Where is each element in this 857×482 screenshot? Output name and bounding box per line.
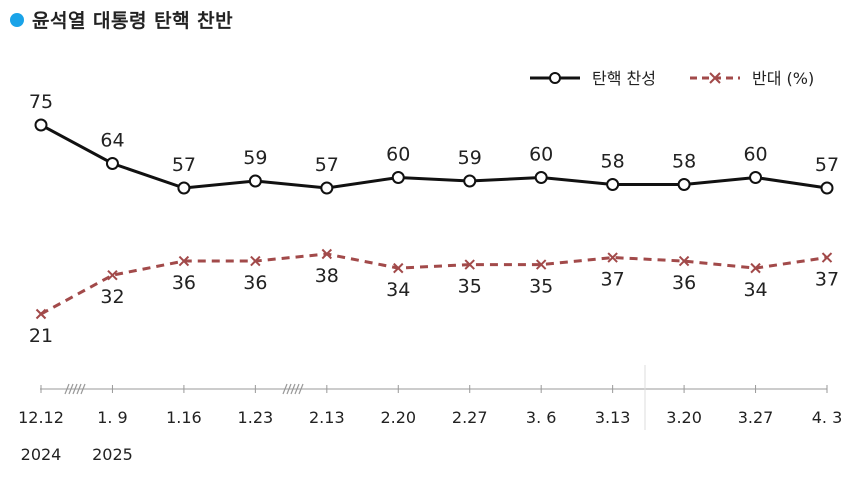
oppose-data-label: 35 bbox=[458, 276, 482, 298]
x-tick-label: 1. 9 bbox=[97, 408, 128, 427]
oppose-point bbox=[607, 252, 618, 263]
plot-area: 75 64 57 59 57 60 59 60 58 58 60 57 21 32 36 36 38 34 35 35… bbox=[18, 91, 842, 464]
approve-point bbox=[177, 181, 191, 195]
oppose-data-label: 32 bbox=[100, 286, 124, 308]
axis-break-mark bbox=[286, 383, 292, 395]
oppose-data-label: 37 bbox=[601, 269, 625, 291]
approve-point bbox=[534, 171, 548, 184]
axis-break-mark bbox=[64, 383, 70, 395]
approve-point bbox=[391, 171, 405, 184]
approve-data-label: 57 bbox=[172, 154, 196, 176]
x-tick-label: 3.20 bbox=[666, 408, 702, 427]
oppose-point bbox=[393, 262, 404, 274]
oppose-point bbox=[464, 259, 475, 270]
approve-data-label: 58 bbox=[601, 151, 625, 173]
oppose-point bbox=[107, 269, 118, 281]
oppose-point bbox=[35, 308, 47, 320]
x-tick-label: 1.16 bbox=[166, 408, 202, 427]
x-tick-label: 4. 3 bbox=[812, 408, 843, 427]
x-tick-label: 2.13 bbox=[309, 408, 345, 427]
oppose-point bbox=[750, 262, 761, 274]
oppose-data-label: 21 bbox=[29, 325, 53, 347]
legend: 탄핵 찬성 반대 (%) bbox=[530, 69, 814, 88]
title-bullet-icon bbox=[10, 12, 24, 27]
oppose-data-label: 34 bbox=[386, 279, 410, 301]
approve-data-label: 64 bbox=[100, 130, 124, 152]
x-tick-label: 2.20 bbox=[380, 408, 416, 427]
approve-data-label: 57 bbox=[815, 154, 839, 176]
x-tick-label: 3.13 bbox=[595, 408, 631, 427]
series-approve-line bbox=[40, 123, 828, 190]
axis-break-mark bbox=[80, 383, 86, 395]
oppose-point bbox=[250, 255, 261, 267]
approve-point bbox=[606, 178, 620, 191]
oppose-data-label: 36 bbox=[672, 272, 696, 294]
axis-break-mark bbox=[68, 383, 74, 395]
oppose-data-label: 37 bbox=[815, 269, 839, 291]
approve-data-label: 60 bbox=[529, 144, 553, 166]
approve-data-label: 60 bbox=[386, 144, 410, 166]
approve-point bbox=[248, 174, 262, 188]
axis-break-mark bbox=[294, 383, 300, 395]
approve-data-label: 57 bbox=[315, 154, 339, 176]
approve-point bbox=[749, 171, 763, 184]
oppose-data-label: 35 bbox=[529, 276, 553, 298]
approve-point bbox=[105, 157, 119, 170]
axis-break-mark bbox=[298, 383, 304, 395]
x-tick-label: 1.23 bbox=[238, 408, 274, 427]
oppose-data-label: 36 bbox=[243, 272, 267, 294]
oppose-data-label: 38 bbox=[315, 265, 339, 287]
series-oppose-line bbox=[40, 252, 828, 316]
axis-break-mark bbox=[290, 383, 296, 395]
approve-data-label: 75 bbox=[29, 91, 53, 113]
approve-point bbox=[677, 178, 691, 191]
legend-oppose-label: 반대 (%) bbox=[752, 69, 814, 88]
oppose-data-label: 36 bbox=[172, 272, 196, 294]
legend-approve-label: 탄핵 찬성 bbox=[592, 69, 656, 88]
oppose-point bbox=[678, 255, 690, 267]
legend-approve-marker bbox=[549, 72, 561, 84]
approve-point bbox=[34, 118, 48, 132]
x-tick-label: 2.27 bbox=[452, 408, 488, 427]
oppose-point bbox=[178, 255, 190, 267]
approve-data-label: 58 bbox=[672, 151, 696, 173]
approve-data-label: 59 bbox=[243, 147, 267, 169]
axis-break-mark bbox=[76, 383, 82, 395]
approve-point bbox=[320, 181, 334, 195]
oppose-data-label: 34 bbox=[743, 279, 767, 301]
year-label: 2025 bbox=[92, 445, 133, 464]
approve-point bbox=[463, 174, 477, 188]
oppose-point bbox=[821, 252, 833, 263]
approve-data-label: 60 bbox=[743, 144, 767, 166]
axis-break-mark bbox=[282, 383, 288, 395]
approve-data-label: 59 bbox=[458, 147, 482, 169]
year-label: 2024 bbox=[21, 445, 62, 464]
legend-oppose-marker bbox=[709, 72, 721, 84]
title-row: 윤석열 대통령 탄핵 찬반 bbox=[10, 6, 233, 33]
x-tick-label: 3. 6 bbox=[526, 408, 557, 427]
axis-break-mark bbox=[72, 383, 78, 395]
x-tick-label: 3.27 bbox=[738, 408, 774, 427]
x-tick-label: 12.12 bbox=[18, 408, 64, 427]
oppose-point bbox=[535, 259, 547, 270]
approve-point bbox=[820, 181, 834, 195]
oppose-point bbox=[321, 248, 333, 260]
chart-title: 윤석열 대통령 탄핵 찬반 bbox=[32, 10, 234, 32]
